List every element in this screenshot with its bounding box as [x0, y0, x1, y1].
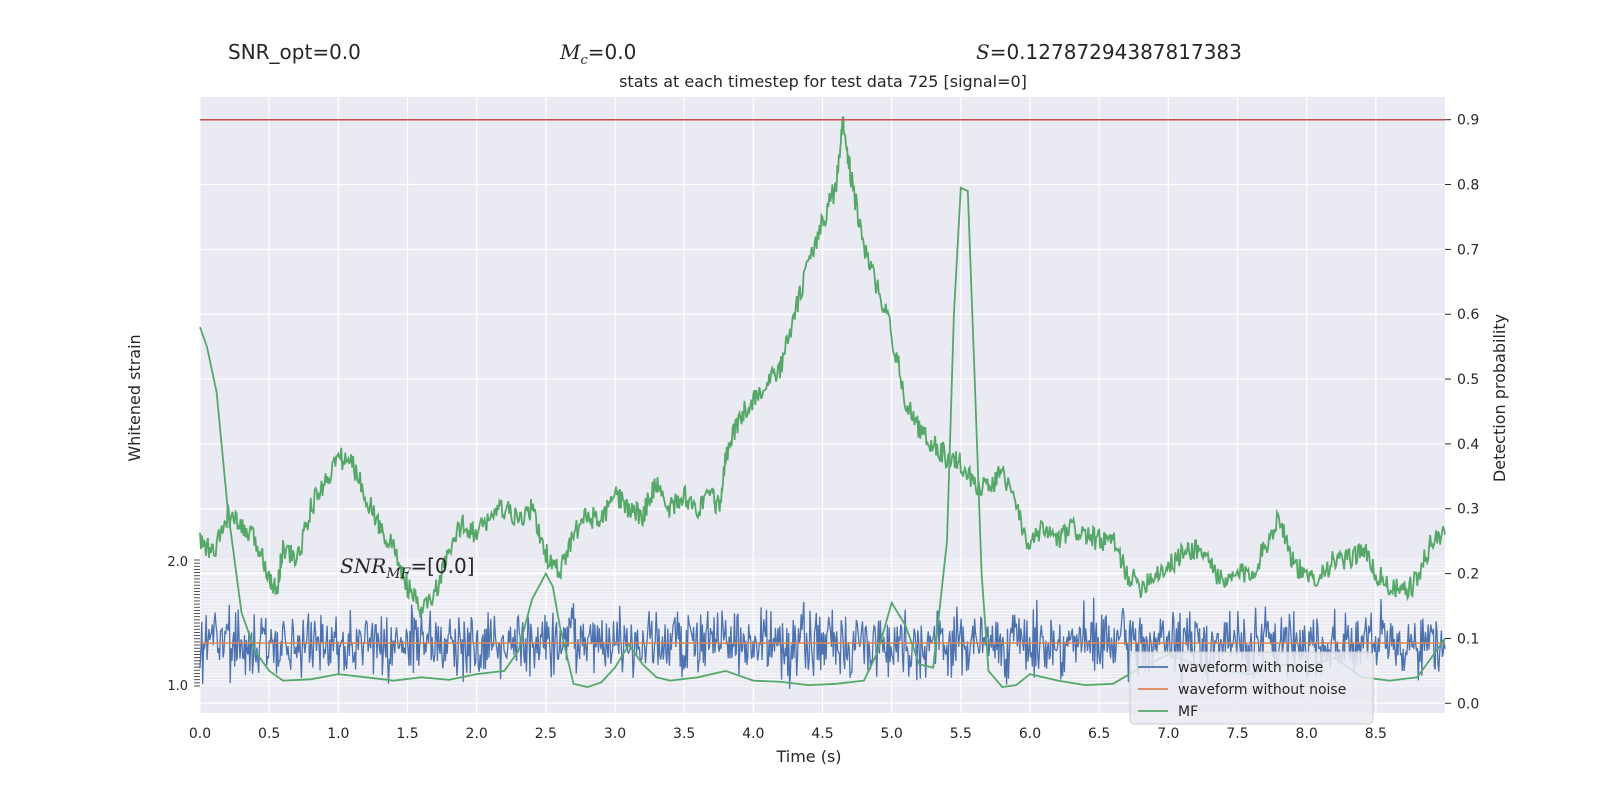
y-tick-label: 0.9 — [1457, 113, 1479, 129]
snr-mf-annotation: SNRMF=[0.0] — [340, 554, 475, 582]
legend-label: waveform with noise — [1178, 660, 1323, 676]
x-tick-label: 5.5 — [950, 726, 972, 742]
y-tick-label: 0.7 — [1457, 242, 1479, 258]
x-tick-label: 2.5 — [535, 726, 557, 742]
right-axis-label: Detection probability — [1490, 314, 1509, 482]
detection-probability-line — [199, 116, 1446, 618]
y-tick-label: 0.0 — [1457, 696, 1479, 712]
s-stat: S=0.12787294387817383 — [976, 40, 1242, 64]
left-axis-ticks: 2.0 1.0 — [167, 555, 200, 694]
x-tick-label: 8.5 — [1365, 726, 1387, 742]
chirp-mass-symbol: M — [560, 40, 581, 64]
y-tick-label: 0.3 — [1457, 502, 1479, 518]
x-tick-label: 1.5 — [396, 726, 418, 742]
snr-mf-value: =[0.0] — [410, 554, 474, 578]
y-tick-label: 0.5 — [1457, 372, 1479, 388]
x-tick-label: 7.5 — [1226, 726, 1248, 742]
s-value: =0.12787294387817383 — [989, 40, 1242, 64]
series-waveform-with-noise — [199, 597, 1446, 689]
left-tick-label: 2.0 — [167, 555, 188, 570]
y-tick-label: 0.1 — [1457, 631, 1479, 647]
x-tick-label: 2.0 — [466, 726, 488, 742]
left-tick-label: 1.0 — [167, 679, 188, 694]
legend-label: waveform without noise — [1178, 682, 1346, 698]
x-tick-label: 7.0 — [1157, 726, 1179, 742]
snr-opt-stat: SNR_opt=0.0 — [228, 40, 361, 64]
chirp-mass-subscript: c — [580, 53, 588, 68]
snr-opt-text: SNR_opt=0.0 — [228, 40, 361, 64]
x-tick-label: 3.5 — [673, 726, 695, 742]
s-symbol: S — [976, 40, 990, 64]
x-tick-label: 6.0 — [1019, 726, 1041, 742]
series-detection-probability — [199, 116, 1446, 618]
left-axis-label: Whitened strain — [125, 334, 144, 461]
x-tick-label: 5.0 — [881, 726, 903, 742]
x-tick-label: 4.0 — [742, 726, 764, 742]
legend: waveform with noise waveform without nois… — [1129, 651, 1374, 725]
y-tick-label: 0.8 — [1457, 178, 1479, 194]
legend-label: MF — [1178, 704, 1198, 720]
y-tick-label: 0.2 — [1457, 567, 1479, 583]
x-tick-label: 1.0 — [327, 726, 349, 742]
snr-mf-base: SNR — [340, 554, 386, 578]
x-tick-label: 3.0 — [604, 726, 626, 742]
x-tick-label: 4.5 — [811, 726, 833, 742]
waveform-with-noise-line — [199, 597, 1446, 689]
x-tick-label: 0.0 — [189, 726, 211, 742]
chirp-mass-value: =0.0 — [587, 40, 637, 64]
y-tick-label: 0.6 — [1457, 307, 1479, 323]
y-tick-label: 0.4 — [1457, 437, 1479, 453]
snr-mf-sub: MF — [385, 566, 411, 582]
legend-box — [1129, 651, 1374, 725]
x-tick-label: 8.0 — [1296, 726, 1318, 742]
x-tick-label: 0.5 — [258, 726, 280, 742]
x-axis-label: Time (s) — [775, 747, 841, 766]
chirp-mass-stat: Mc=0.0 — [560, 40, 636, 68]
right-axis-ticks: 0.0 0.1 0.2 0.3 0.4 0.5 0.6 0.7 0.8 0.9 — [1445, 113, 1479, 712]
x-tick-label: 6.5 — [1088, 726, 1110, 742]
chart-title: stats at each timestep for test data 725… — [619, 72, 1027, 91]
x-axis-ticks: 0.0 0.5 1.0 1.5 2.0 2.5 3.0 3.5 4.0 4.5 5.0 5.5 6.0 6… — [189, 726, 1387, 742]
